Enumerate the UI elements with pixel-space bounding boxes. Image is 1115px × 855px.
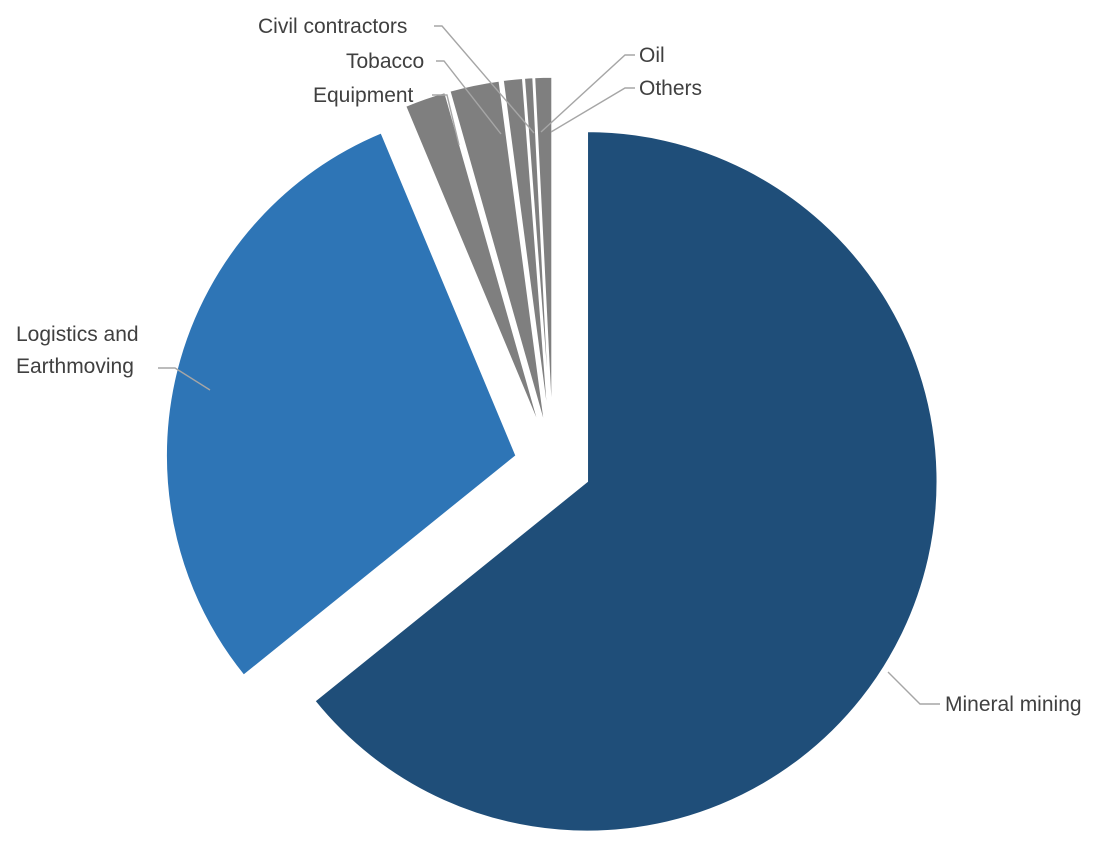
leader-line-logistics-and-earthmoving: [158, 367, 211, 391]
leader-line-equipment: [432, 94, 460, 146]
slice-label-oil: Oil: [639, 44, 665, 67]
leader-line-mineral-mining: [887, 671, 940, 705]
slice-label-equipment: Equipment: [313, 84, 414, 107]
pie-slice-mineral-mining: [313, 130, 938, 833]
slice-label-others: Others: [639, 77, 702, 100]
slice-label-mineral-mining: Mineral mining: [945, 693, 1082, 716]
leader-line-tobacco: [436, 60, 502, 135]
slice-labels: Mineral mining Logistics and Earthmoving Eq…: [16, 15, 1082, 716]
pie-slice-equipment: [404, 91, 542, 430]
leader-line-others: [550, 87, 635, 133]
pie-slice-others: [533, 76, 553, 428]
leader-line-civil-contractors: [434, 25, 535, 134]
pie-slices: [165, 76, 938, 833]
pie-slice-civil-contractors: [502, 77, 550, 428]
leader-line-oil: [540, 54, 635, 133]
pie-slice-oil: [523, 76, 552, 428]
pie-slice-tobacco: [448, 79, 547, 428]
slice-label-civil-contractors: Civil contractors: [258, 15, 407, 38]
leader-lines: [158, 25, 940, 705]
slice-label-logistics-and-earthmoving: Logistics and Earthmoving: [16, 323, 139, 378]
slice-label-tobacco: Tobacco: [346, 50, 424, 73]
